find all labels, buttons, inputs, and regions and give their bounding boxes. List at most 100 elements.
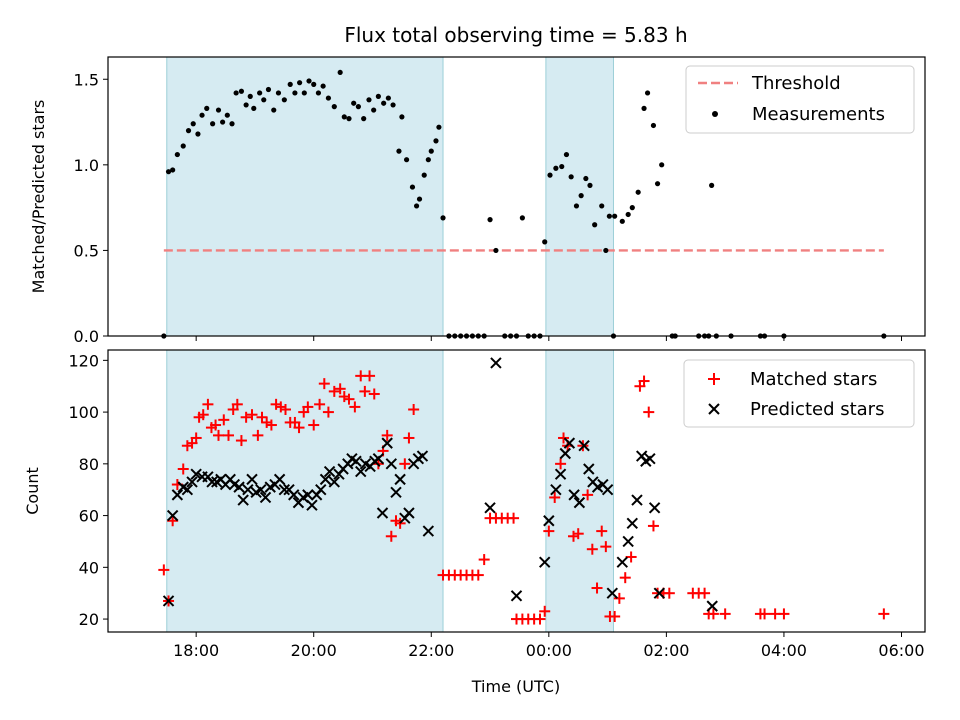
y-tick-label: 1.5 — [74, 70, 99, 89]
legend-predicted-swatch — [708, 403, 720, 415]
matched-star-point — [568, 530, 580, 542]
matched-star-point — [349, 401, 361, 413]
matched-star-point — [213, 429, 225, 441]
predicted-star-point — [578, 440, 590, 452]
matched-star-point — [539, 605, 551, 617]
matched-star-point — [210, 419, 222, 431]
bottom-y-axis-label: Count — [23, 467, 42, 515]
predicted-star-point — [233, 481, 245, 493]
measurement-point — [199, 112, 205, 118]
matched-star-point — [399, 458, 411, 470]
measurement-point — [371, 107, 377, 113]
top-x-ticks — [195, 336, 902, 341]
top-legend-box — [685, 65, 915, 134]
predicted-star-point — [550, 483, 562, 496]
matched-star-point — [343, 393, 355, 405]
predicted-star-point — [403, 507, 415, 519]
predicted-star-point — [573, 496, 586, 509]
y-tick-label: 0.0 — [74, 327, 99, 346]
bottom-legend-box — [683, 359, 915, 428]
matched-star-point — [328, 385, 340, 397]
measurement-point — [165, 169, 172, 175]
x-tick-label: 04:00 — [761, 641, 807, 660]
matched-star-point — [314, 398, 326, 410]
predicted-star-point — [278, 483, 291, 496]
shaded-interval — [166, 56, 444, 337]
measurement-point — [381, 100, 387, 106]
predicted-star-point — [372, 452, 385, 465]
measurement-point — [265, 86, 272, 93]
matched-star-point — [246, 409, 258, 421]
measurement-point — [185, 128, 192, 134]
legend-matched-label: Matched stars — [750, 369, 877, 390]
matched-star-point — [638, 375, 650, 387]
measurement-point — [271, 107, 277, 113]
measurement-point — [619, 218, 625, 224]
measurement-point — [629, 205, 635, 211]
measurement-point — [599, 203, 605, 209]
bottom-y-ticks: 20 40 60 80 100 120 — [68, 351, 108, 629]
matched-star-point — [591, 582, 603, 594]
matched-star-point — [878, 608, 890, 620]
predicted-star-point — [319, 473, 332, 486]
matched-star-point — [596, 525, 608, 537]
predicted-star-point — [644, 452, 656, 465]
measurement-point — [425, 157, 431, 163]
matched-star-point — [699, 587, 711, 599]
measurement-point — [325, 95, 332, 101]
predicted-star-point — [315, 483, 327, 496]
predicted-star-point — [394, 473, 406, 486]
matched-star-point — [643, 406, 655, 418]
predicted-star-point — [162, 595, 175, 607]
measurement-point — [247, 93, 253, 99]
matched-star-point — [318, 378, 330, 390]
predicted-star-point — [181, 483, 194, 496]
y-tick-label: 120 — [68, 351, 99, 370]
matched-star-point — [759, 608, 771, 620]
matched-star-point — [543, 525, 555, 537]
predicted-star-point — [422, 525, 435, 537]
matched-star-point — [472, 569, 484, 581]
measurement-point — [210, 121, 216, 127]
measurement-point — [281, 97, 287, 103]
measurement-point — [440, 215, 446, 221]
measurement-point — [351, 100, 357, 106]
x-axis-label: Time (UTC) — [471, 677, 560, 696]
predicted-star-point — [355, 465, 367, 478]
top-axes-frame — [107, 56, 926, 337]
predicted-star-point — [288, 489, 300, 501]
measurement-point — [583, 175, 589, 182]
measurement-point — [413, 203, 420, 209]
matched-star-point — [385, 530, 397, 542]
measurement-point — [331, 104, 337, 110]
measurement-point — [287, 81, 293, 87]
predicted-star-point — [259, 491, 272, 504]
measurement-point — [493, 247, 499, 254]
measurement-point — [587, 182, 593, 188]
predicted-star-point — [237, 494, 249, 506]
bottom-panel: 18:00 20:00 22:00 00:00 02:00 04:00 06:00 20 40… — [23, 349, 926, 696]
measurement-point — [625, 211, 631, 218]
predicted-star-point — [622, 535, 634, 548]
bottom-x-ticks: 18:00 20:00 22:00 00:00 02:00 04:00 06:00 — [173, 632, 925, 660]
predicted-star-point — [416, 450, 429, 462]
measurement-point — [261, 97, 267, 103]
measurement-point — [650, 122, 657, 129]
measurement-point — [275, 90, 282, 96]
predicted-star-point — [539, 556, 551, 568]
measurement-point — [578, 193, 584, 199]
matched-star-point — [190, 432, 202, 444]
predicted-star-point — [190, 468, 202, 480]
predicted-star-point — [559, 447, 571, 460]
measurement-point — [170, 167, 176, 173]
predicted-star-point — [484, 502, 496, 514]
measurement-point — [709, 182, 715, 188]
x-tick-label: 00:00 — [526, 641, 572, 660]
measurement-point — [204, 105, 210, 111]
measurement-point — [573, 203, 580, 209]
predicted-star-point — [206, 476, 218, 488]
measurement-point — [346, 116, 352, 122]
matched-star-point — [261, 416, 273, 428]
predicted-star-point — [376, 507, 389, 519]
matched-star-point — [613, 592, 625, 604]
